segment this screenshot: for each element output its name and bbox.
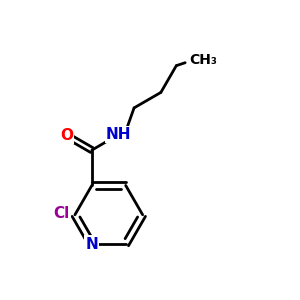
Text: NH: NH <box>106 127 131 142</box>
Text: CH₃: CH₃ <box>190 53 218 67</box>
Text: Cl: Cl <box>53 206 70 221</box>
Text: N: N <box>85 237 98 252</box>
Text: O: O <box>60 128 73 143</box>
